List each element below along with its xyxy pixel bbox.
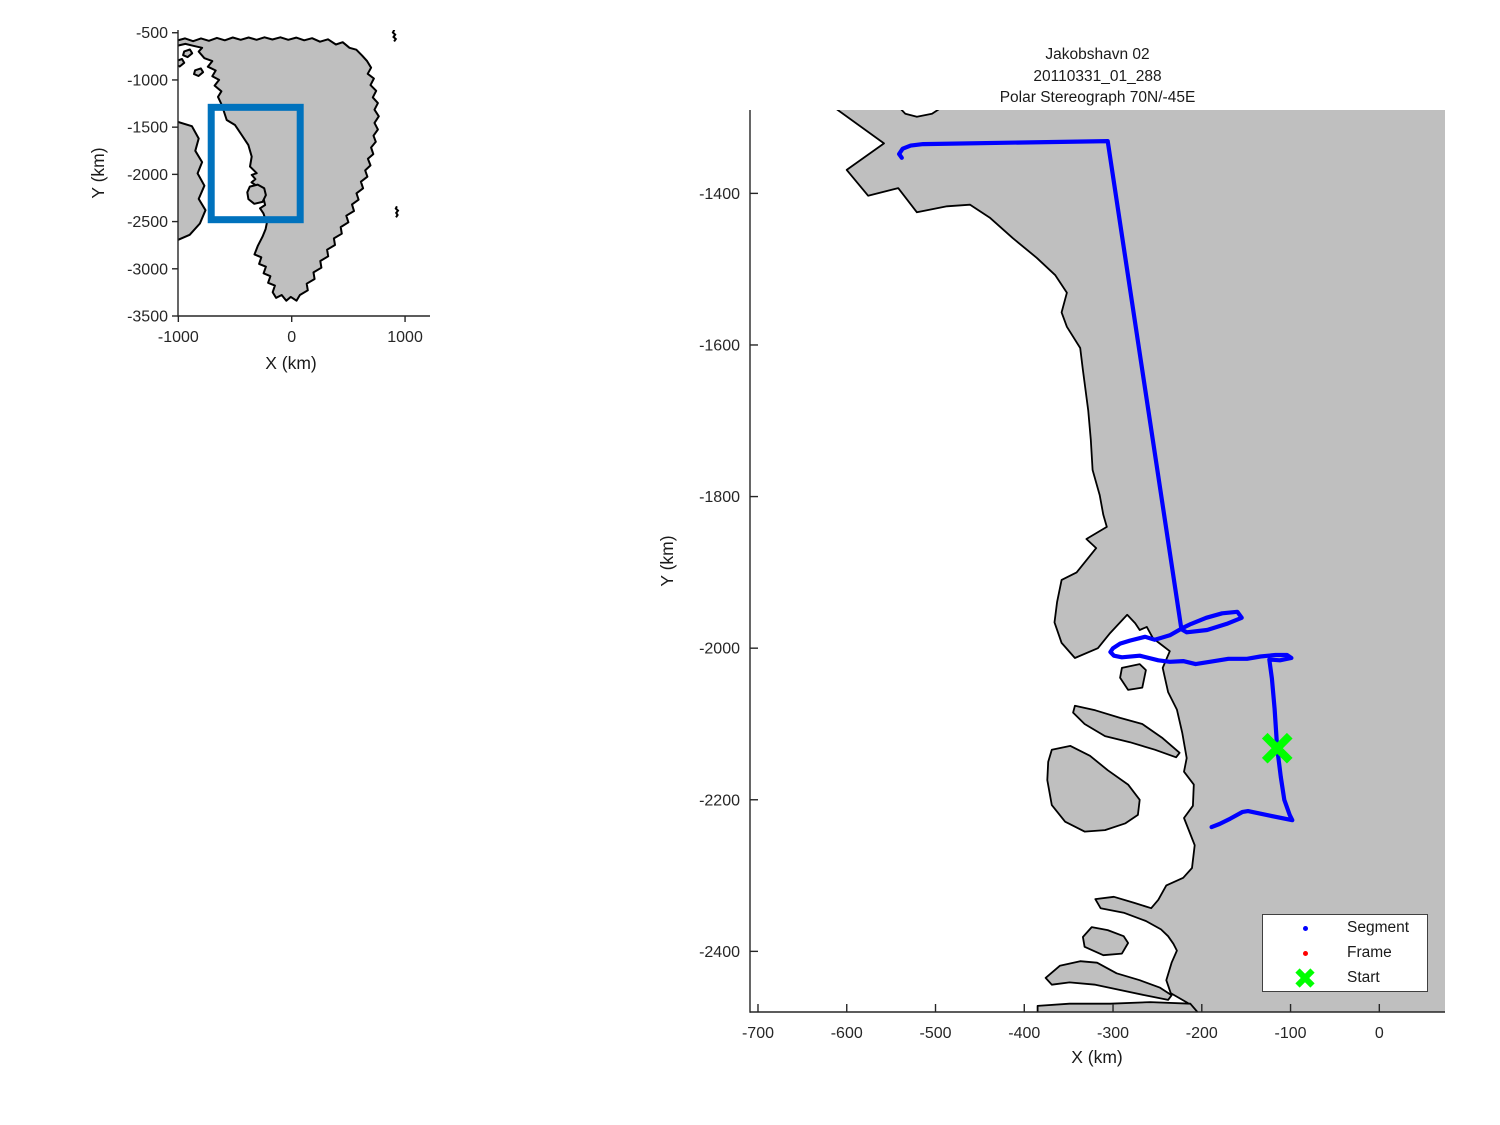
segment-dot-icon bbox=[1302, 925, 1308, 931]
start-x-icon bbox=[1295, 968, 1315, 988]
inset-y-tick-label: -1500 bbox=[127, 120, 168, 137]
legend-item-frame: Frame bbox=[1263, 941, 1427, 965]
legend-item-segment: Segment bbox=[1263, 916, 1427, 940]
frame-dot-icon bbox=[1302, 950, 1308, 956]
main-x-tick-label: -100 bbox=[1275, 1025, 1307, 1042]
main-y-tick-label: -1800 bbox=[699, 489, 740, 506]
main-x-axis-label: X (km) bbox=[1071, 1047, 1123, 1067]
coastline-polygon bbox=[1082, 926, 1129, 957]
inset-landmass bbox=[178, 36, 380, 302]
main-map-area bbox=[836, 110, 1445, 1012]
coastline-polygon bbox=[1036, 1001, 1199, 1012]
main-y-axis-label: Y (km) bbox=[657, 535, 677, 586]
main-y-tick-label: -1600 bbox=[699, 337, 740, 354]
main-plot-title: Jakobshavn 02 20110331_01_288 Polar Ster… bbox=[750, 44, 1445, 109]
title-line-projection: Polar Stereograph 70N/-45E bbox=[999, 89, 1196, 106]
inset-y-tick-label: -1000 bbox=[127, 72, 168, 89]
main-y-tick-label: -2200 bbox=[699, 792, 740, 809]
inset-map-area bbox=[178, 30, 400, 302]
coastline-polygon bbox=[178, 120, 207, 241]
small-island-mark bbox=[394, 205, 400, 218]
main-x-tick-label: 0 bbox=[1375, 1025, 1384, 1042]
main-x-tick-label: -700 bbox=[742, 1025, 774, 1042]
inset-y-tick-label: -3500 bbox=[127, 309, 168, 326]
coastline-polygon bbox=[193, 67, 205, 77]
inset-y-tick-label: -3000 bbox=[127, 261, 168, 278]
main-axes bbox=[749, 110, 1445, 1013]
legend-label-frame: Frame bbox=[1347, 944, 1392, 961]
coastline-polygon bbox=[1072, 704, 1181, 759]
inset-overview-map[interactable]: -1000 0 1000 -500 -1000 -1500 -2000 -2500 -3000 -… bbox=[127, 25, 430, 346]
inset-y-axis-label: Y (km) bbox=[88, 147, 108, 198]
title-line-segment-id: 20110331_01_288 bbox=[1033, 67, 1162, 85]
main-landmass bbox=[836, 110, 1445, 1012]
main-y-tick-label: -1400 bbox=[699, 186, 740, 203]
axis-labels: X (km) Y (km) X (km) Y (km) bbox=[88, 147, 1123, 1067]
roi-rectangle[interactable] bbox=[207, 103, 304, 224]
main-x-tick-label: -600 bbox=[831, 1025, 863, 1042]
coastline-polygon bbox=[182, 48, 194, 59]
legend-item-start: Start bbox=[1263, 966, 1427, 990]
inset-y-tick-label: -2000 bbox=[127, 167, 168, 184]
inset-x-axis-label: X (km) bbox=[265, 353, 317, 373]
coastline-polygon bbox=[1046, 745, 1141, 833]
main-x-tick-label: -200 bbox=[1186, 1025, 1218, 1042]
legend-label-start: Start bbox=[1347, 969, 1380, 986]
inset-x-tick-label: 1000 bbox=[387, 329, 423, 346]
coastline-polygon bbox=[246, 183, 267, 205]
inset-y-tick-label: -500 bbox=[136, 25, 168, 42]
main-y-tick-label: -2400 bbox=[699, 944, 740, 961]
flight-track bbox=[896, 139, 1295, 830]
coastline-polygon bbox=[1044, 960, 1173, 1001]
main-track-map[interactable]: -700 -600 -500 -400 -300 -200 -100 0 -1400 -1600 -… bbox=[699, 106, 1464, 1042]
main-x-tick-label: -500 bbox=[919, 1025, 951, 1042]
main-x-tick-label: -400 bbox=[1008, 1025, 1040, 1042]
inset-x-tick-label: -1000 bbox=[158, 329, 199, 346]
coastline-polygon bbox=[1119, 663, 1147, 691]
start-marker bbox=[1261, 732, 1293, 764]
small-island-mark bbox=[391, 30, 398, 42]
inset-y-tick-label: -2500 bbox=[127, 214, 168, 231]
coastline-polygon bbox=[178, 58, 186, 68]
legend-label-segment: Segment bbox=[1347, 919, 1410, 936]
main-x-tick-label: -300 bbox=[1097, 1025, 1129, 1042]
main-y-tick-label: -2000 bbox=[699, 641, 740, 658]
coastline-polygon bbox=[178, 36, 380, 302]
inset-x-tick-label: 0 bbox=[287, 329, 296, 346]
inset-axes bbox=[172, 30, 430, 322]
legend-box[interactable]: Segment Frame Start bbox=[1262, 914, 1428, 992]
title-line-mission: Jakobshavn 02 bbox=[1045, 46, 1150, 63]
coastline-polygon bbox=[836, 110, 1445, 1012]
